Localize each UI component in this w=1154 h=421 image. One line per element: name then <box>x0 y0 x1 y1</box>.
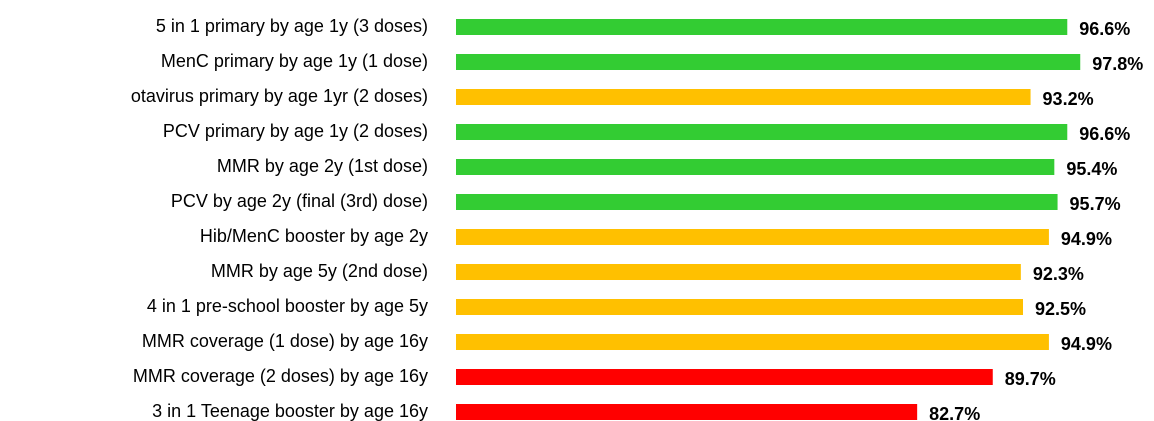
category-label: 4 in 1 pre-school booster by age 5y <box>147 296 428 316</box>
bar <box>456 229 1049 245</box>
category-label: Hib/MenC booster by age 2y <box>200 226 428 246</box>
category-label: PCV primary by age 1y (2 doses) <box>163 121 428 141</box>
bar <box>456 194 1058 210</box>
value-label: 95.4% <box>1066 159 1117 179</box>
category-label: MMR coverage (1 dose) by age 16y <box>142 331 428 351</box>
category-label: 5 in 1 primary by age 1y (3 doses) <box>156 16 428 36</box>
value-label: 92.3% <box>1033 264 1084 284</box>
category-label: MenC primary by age 1y (1 dose) <box>161 51 428 71</box>
bar <box>456 334 1049 350</box>
bar <box>456 404 918 420</box>
bar <box>456 299 1023 315</box>
category-label: MMR by age 2y (1st dose) <box>217 156 428 176</box>
category-label: 3 in 1 Teenage booster by age 16y <box>152 401 428 421</box>
category-label: MMR coverage (2 doses) by age 16y <box>133 366 428 386</box>
value-label: 89.7% <box>1005 369 1056 389</box>
bar <box>456 124 1068 140</box>
value-label: 97.8% <box>1092 54 1143 74</box>
value-label: 96.6% <box>1079 124 1130 144</box>
bar <box>456 159 1055 175</box>
value-label: 95.7% <box>1070 194 1121 214</box>
value-label: 94.9% <box>1061 229 1112 249</box>
bar <box>456 369 993 385</box>
bar <box>456 19 1068 35</box>
value-label: 96.6% <box>1079 19 1130 39</box>
category-label: PCV by age 2y (final (3rd) dose) <box>171 191 428 211</box>
value-label: 93.2% <box>1043 89 1094 109</box>
category-label: MMR by age 5y (2nd dose) <box>211 261 428 281</box>
bar <box>456 89 1031 105</box>
category-label: otavirus primary by age 1yr (2 doses) <box>131 86 428 106</box>
bar <box>456 264 1021 280</box>
bar <box>456 54 1081 70</box>
value-label: 82.7% <box>929 404 980 421</box>
value-label: 94.9% <box>1061 334 1112 354</box>
value-label: 92.5% <box>1035 299 1086 319</box>
